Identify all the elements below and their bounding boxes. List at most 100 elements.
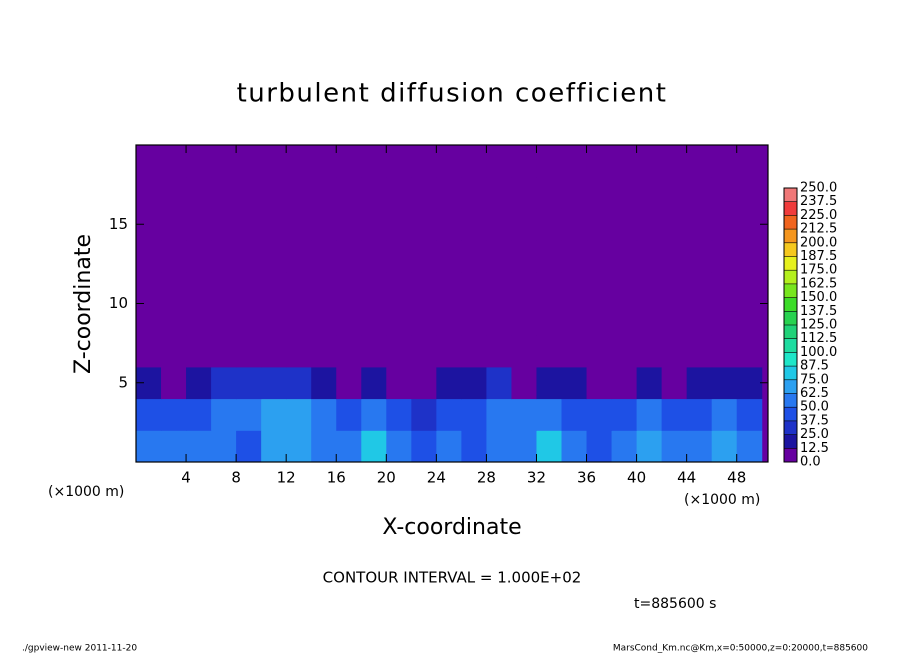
- colorbar-box: [784, 242, 797, 257]
- field-cell: [586, 303, 613, 336]
- field-cell: [361, 240, 387, 273]
- field-cell: [186, 303, 212, 336]
- field-cell: [461, 240, 487, 273]
- field-cell: [536, 398, 563, 431]
- field-cell: [186, 430, 212, 463]
- field-cell: [661, 303, 688, 336]
- field-cell: [611, 145, 638, 178]
- x-tick-label: 44: [677, 469, 696, 487]
- field-cell: [186, 398, 212, 431]
- field-cell: [336, 335, 362, 368]
- field-cell: [411, 430, 437, 463]
- field-cell: [161, 145, 187, 178]
- field-cell: [236, 208, 262, 241]
- colorbar-label: 50.0: [800, 400, 829, 415]
- field-cell: [286, 398, 312, 431]
- colorbar-box: [784, 229, 797, 243]
- y-axis-label: Z-coordinate: [71, 234, 96, 374]
- field-cell: [286, 208, 312, 241]
- field-cell: [536, 271, 563, 304]
- field-cell: [636, 398, 663, 431]
- field-cell: [236, 240, 262, 273]
- field-cell: [686, 240, 713, 273]
- field-cell: [386, 366, 412, 400]
- field-cell: [661, 366, 688, 400]
- colorbar-box: [784, 297, 797, 312]
- field-cell: [586, 335, 613, 368]
- field-cell: [361, 176, 387, 209]
- field-cell: [711, 398, 738, 431]
- field-cell: [486, 398, 512, 431]
- field-cell: [686, 366, 713, 400]
- field-cell: [161, 335, 187, 368]
- field-cell: [486, 335, 512, 368]
- field-cell: [386, 176, 412, 209]
- colorbar-box: [784, 420, 797, 435]
- field-cell: [561, 303, 588, 336]
- colorbar-box: [784, 448, 797, 462]
- field-cell: [736, 430, 763, 463]
- field-cell: [661, 176, 688, 209]
- field-cell: [736, 208, 763, 241]
- field-cell: [311, 271, 337, 304]
- field-cell: [711, 335, 738, 368]
- field-cell: [611, 303, 638, 336]
- field-cell: [361, 271, 387, 304]
- field-cell: [186, 271, 212, 304]
- field-cell: [486, 366, 512, 400]
- field-cell: [486, 303, 512, 336]
- field-cell: [711, 366, 738, 400]
- field-cell: [386, 398, 412, 431]
- colorbar-box: [784, 270, 797, 284]
- field-cell: [536, 430, 563, 463]
- colorbar-box: [784, 366, 797, 380]
- field-cell: [336, 240, 362, 273]
- field-cell: [286, 335, 312, 368]
- field-cell: [586, 176, 613, 209]
- x-axis-label: X-coordinate: [382, 515, 521, 540]
- field-cell: [236, 303, 262, 336]
- colorbar-label: 25.0: [800, 427, 829, 442]
- field-cell: [136, 240, 162, 273]
- chart-title: turbulent diffusion coefficient: [237, 79, 668, 109]
- field-cell: [211, 145, 237, 178]
- field-cell: [436, 398, 462, 431]
- field-cell: [186, 335, 212, 368]
- colorbar-label: 150.0: [800, 290, 837, 305]
- colorbar-box: [784, 283, 797, 298]
- field-cell: [211, 303, 237, 336]
- field-cell: [486, 145, 512, 178]
- colorbar-box: [784, 407, 797, 421]
- field-cell: [236, 398, 262, 431]
- x-tick-label: 48: [727, 469, 746, 487]
- field-cell: [386, 430, 412, 463]
- field-cell: [711, 303, 738, 336]
- field-cell: [236, 145, 262, 178]
- field-cell: [611, 208, 638, 241]
- field-cell: [561, 335, 588, 368]
- field-cell: [461, 430, 487, 463]
- field-cell: [336, 366, 362, 400]
- field-cell: [411, 398, 437, 431]
- colorbar-box: [784, 325, 797, 339]
- colorbar-label: 87.5: [800, 359, 829, 374]
- field-cell: [511, 271, 537, 304]
- field-cell: [136, 335, 162, 368]
- field-cell: [536, 145, 563, 178]
- field-cell: [436, 145, 462, 178]
- field-cell: [261, 303, 287, 336]
- field-cell: [411, 240, 437, 273]
- colorbar-label: 187.5: [800, 249, 837, 264]
- field-cell: [186, 176, 212, 209]
- field-cell: [511, 335, 537, 368]
- field-cell: [136, 145, 162, 178]
- field-cell: [161, 303, 187, 336]
- field-cell: [261, 398, 287, 431]
- field-cell: [161, 430, 187, 463]
- field-cell: [586, 271, 613, 304]
- field-cell: [661, 145, 688, 178]
- field-cell: [261, 430, 287, 463]
- field-cell: [536, 366, 563, 400]
- x-tick-label: 4: [181, 469, 191, 487]
